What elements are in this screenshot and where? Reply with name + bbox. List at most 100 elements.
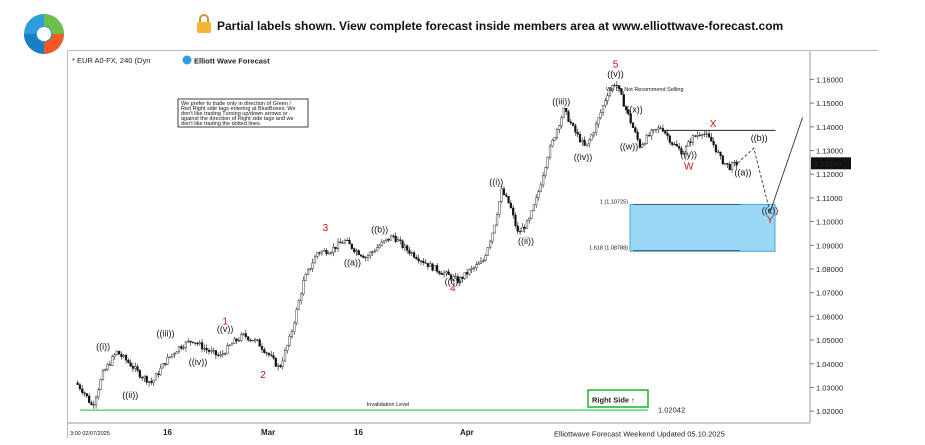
candle-body bbox=[500, 188, 503, 202]
candle-body bbox=[171, 354, 174, 358]
y-tick-label: 1.07000 bbox=[816, 289, 843, 298]
candle-body bbox=[154, 373, 158, 381]
candle-body bbox=[724, 163, 727, 165]
candle-body bbox=[131, 366, 135, 369]
disclaimer-line: don't like trading the dotted lines. bbox=[181, 121, 262, 127]
candle-body bbox=[551, 140, 554, 147]
right-side-label: Right Side ↑ bbox=[592, 396, 635, 405]
candle-body bbox=[717, 151, 720, 153]
candle-body bbox=[152, 379, 155, 383]
candle-body bbox=[539, 184, 542, 192]
candle-body bbox=[113, 354, 116, 357]
candle-body bbox=[648, 135, 651, 137]
fib-level-label: 1.618 (1.08788) bbox=[589, 245, 628, 251]
candle-body bbox=[385, 238, 388, 241]
candle-body bbox=[270, 354, 273, 356]
candle-body bbox=[657, 127, 660, 130]
candle-body bbox=[671, 142, 674, 145]
candle-body bbox=[228, 344, 231, 346]
candle-body bbox=[235, 338, 238, 342]
candle-body bbox=[104, 369, 107, 371]
candle-body bbox=[472, 267, 476, 269]
wave-label: ((i)) bbox=[96, 342, 110, 352]
candle-body bbox=[214, 350, 217, 356]
candle-body bbox=[387, 238, 390, 241]
candle-body bbox=[134, 366, 137, 369]
candle-body bbox=[482, 260, 485, 262]
candle-body bbox=[431, 263, 434, 271]
candle-body bbox=[115, 350, 118, 355]
wave-label: 5 bbox=[613, 60, 619, 71]
candle-body bbox=[200, 342, 204, 350]
chart-area: 1.02000 1.03000 1.04000 1.05000 1.06000 1.070… bbox=[67, 50, 878, 438]
candle-body bbox=[659, 127, 662, 129]
candle-body bbox=[459, 277, 462, 283]
candle-body bbox=[429, 263, 432, 267]
candle-body bbox=[355, 250, 358, 253]
lock-icon bbox=[197, 14, 211, 33]
invalidation-label: Invalidation Level bbox=[367, 402, 410, 408]
candle-body bbox=[302, 280, 305, 295]
candle-body bbox=[641, 144, 644, 148]
candle-body bbox=[205, 348, 208, 351]
candle-body bbox=[565, 108, 568, 112]
candle-body bbox=[274, 357, 277, 367]
wave-label: ((x)) bbox=[626, 105, 643, 115]
candle-body bbox=[341, 242, 344, 244]
candle-body bbox=[613, 85, 616, 87]
projection-dashed bbox=[737, 147, 771, 213]
candle-body bbox=[666, 133, 669, 137]
wave-label: W bbox=[684, 161, 694, 172]
y-tick-label: 1.09000 bbox=[816, 241, 843, 250]
last-price-tag bbox=[811, 157, 851, 170]
candle-body bbox=[253, 339, 257, 342]
top-banner: Partial labels shown. View complete fore… bbox=[0, 0, 925, 54]
candle-body bbox=[249, 339, 252, 341]
candle-body bbox=[309, 268, 312, 270]
candle-body bbox=[631, 122, 635, 128]
candle-body bbox=[664, 131, 667, 134]
candle-body bbox=[180, 346, 183, 349]
candle-body bbox=[127, 359, 130, 363]
candle-body bbox=[221, 353, 224, 355]
candle-body bbox=[166, 357, 169, 365]
candle-body bbox=[689, 141, 692, 143]
wave-label: ((b)) bbox=[371, 224, 388, 234]
candle-body bbox=[401, 240, 404, 248]
candle-body bbox=[498, 201, 501, 215]
candle-body bbox=[454, 276, 457, 278]
candle-body bbox=[615, 85, 618, 87]
candle-body bbox=[242, 333, 245, 335]
candle-body bbox=[555, 129, 559, 138]
wave-label: ((i)) bbox=[489, 177, 503, 187]
wave-label: ((w)) bbox=[620, 141, 639, 151]
right-side-badge bbox=[587, 389, 649, 408]
candle-body bbox=[502, 188, 506, 196]
candle-body bbox=[88, 395, 91, 403]
candle-body bbox=[99, 379, 102, 390]
candle-body bbox=[468, 269, 471, 275]
candle-body bbox=[258, 339, 261, 347]
candle-body bbox=[470, 268, 473, 270]
candle-body bbox=[645, 135, 648, 144]
candle-body bbox=[85, 393, 88, 397]
candle-body bbox=[634, 127, 637, 133]
candle-body bbox=[477, 263, 480, 265]
candle-body bbox=[567, 111, 570, 122]
candle-body bbox=[673, 144, 676, 146]
candle-body bbox=[438, 271, 441, 274]
brand-bg bbox=[176, 54, 286, 66]
candle-body bbox=[578, 134, 582, 143]
candle-body bbox=[571, 122, 575, 126]
candle-body bbox=[97, 389, 100, 398]
candle-body bbox=[636, 131, 639, 140]
candle-body bbox=[267, 352, 270, 356]
disclaimer-line: We prefer to trade only in direction of … bbox=[181, 101, 291, 107]
candle-body bbox=[256, 339, 259, 341]
y-tick-label: 1.12000 bbox=[816, 170, 843, 179]
candle-body bbox=[461, 277, 464, 279]
price-chart: 1.02000 1.03000 1.04000 1.05000 1.06000 1.070… bbox=[68, 51, 876, 438]
candle-body bbox=[687, 141, 690, 147]
candle-body bbox=[424, 262, 427, 264]
candle-body bbox=[145, 376, 148, 383]
